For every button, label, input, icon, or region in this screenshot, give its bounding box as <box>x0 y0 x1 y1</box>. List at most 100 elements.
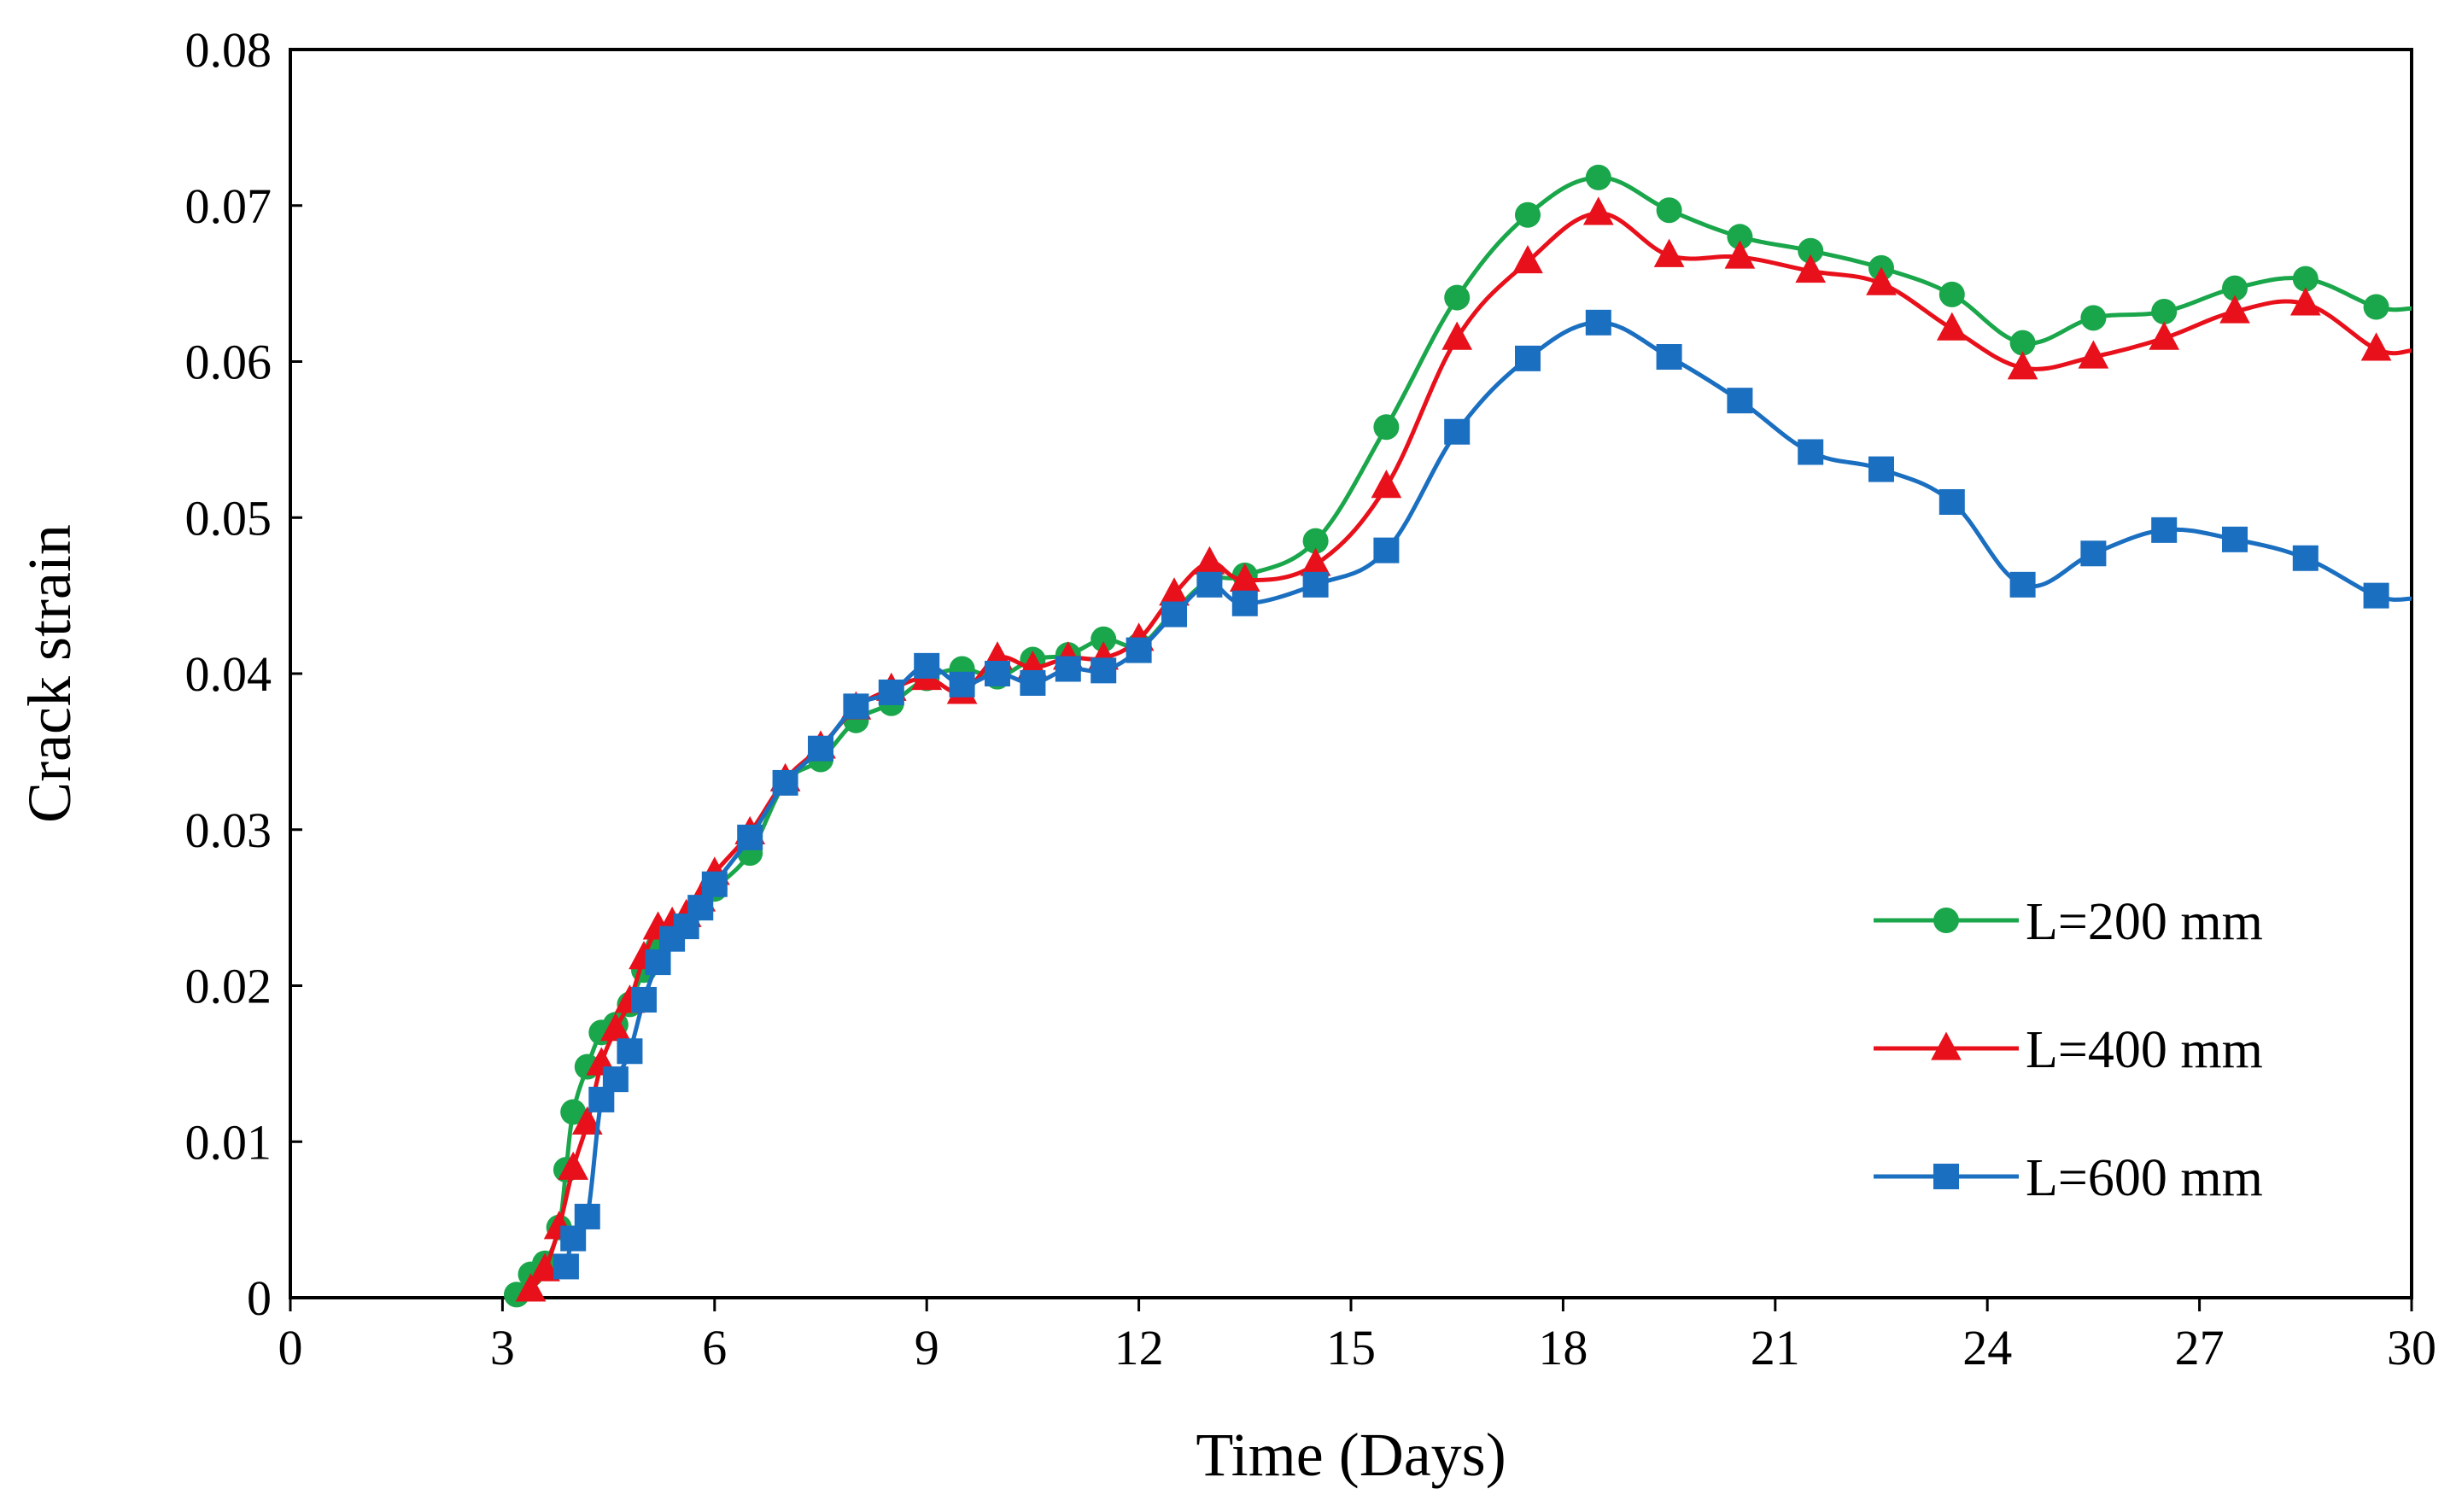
data-point <box>2009 330 2036 356</box>
y-tick-label: 0.02 <box>185 959 272 1014</box>
data-point <box>1515 201 1541 228</box>
data-point <box>914 652 940 679</box>
data-point <box>1091 657 1117 684</box>
legend: L=200 mm L=400 mm L=600 mm <box>1874 893 2263 1207</box>
x-tick-label: 15 <box>1326 1320 1376 1375</box>
data-point <box>645 949 671 976</box>
legend-label: L=200 mm <box>2026 893 2263 951</box>
data-point <box>2009 571 2036 598</box>
x-tick-label: 3 <box>490 1320 515 1375</box>
data-point <box>701 871 728 897</box>
data-point <box>985 661 1010 686</box>
data-point <box>2222 526 2248 552</box>
data-point <box>2151 517 2178 543</box>
y-axis-title: Crack strain <box>15 524 84 823</box>
y-tick-label: 0.03 <box>185 803 272 858</box>
data-point <box>1194 546 1225 575</box>
data-point <box>1159 577 1190 606</box>
x-tick-label: 24 <box>1962 1320 2012 1375</box>
data-point <box>1727 388 1753 414</box>
data-point <box>1441 321 1473 350</box>
data-point <box>2219 295 2250 324</box>
data-point <box>2080 540 2107 567</box>
legend-item: L=400 mm <box>1874 1021 2263 1079</box>
data-point <box>2078 340 2109 369</box>
data-point <box>574 1203 600 1229</box>
data-point <box>1055 656 1081 682</box>
y-tick-label: 0 <box>247 1270 272 1326</box>
x-axis-title: Time (Days) <box>1196 1421 1506 1489</box>
y-tick-label: 0.05 <box>185 490 272 546</box>
data-point <box>843 693 869 720</box>
x-tick-label: 18 <box>1538 1320 1588 1375</box>
data-point <box>1938 281 1965 307</box>
data-point <box>737 824 763 850</box>
data-point <box>1656 344 1682 371</box>
data-point <box>1302 528 1329 554</box>
data-point <box>1300 547 1331 576</box>
series-layer <box>503 164 2412 1308</box>
data-point <box>2360 332 2392 361</box>
data-point <box>602 1066 629 1093</box>
data-point <box>1444 284 1471 311</box>
legend-marker <box>1933 1164 1959 1189</box>
data-point <box>2289 287 2321 316</box>
data-point <box>1938 488 1965 515</box>
x-tick-label: 9 <box>915 1320 939 1375</box>
data-point <box>878 679 904 705</box>
data-point <box>1868 456 1894 482</box>
data-point <box>1161 601 1187 628</box>
data-point <box>1585 164 1611 190</box>
data-point <box>1936 312 1968 341</box>
data-point <box>558 1151 589 1180</box>
data-point <box>1727 224 1753 250</box>
data-point <box>2080 305 2107 331</box>
data-point <box>1795 254 1827 283</box>
legend-label: L=600 mm <box>2026 1149 2263 1207</box>
data-point <box>2292 266 2319 292</box>
data-point <box>631 986 657 1013</box>
legend-item: L=200 mm <box>1874 893 2263 951</box>
data-point <box>529 1252 560 1281</box>
data-point <box>560 1225 587 1252</box>
series-square <box>553 309 2412 1280</box>
y-tick-label: 0.08 <box>185 22 272 78</box>
data-point <box>2149 321 2180 350</box>
data-point <box>1444 418 1471 445</box>
plot-area <box>289 48 2413 1299</box>
data-point <box>1585 309 1611 336</box>
data-point <box>515 1273 547 1302</box>
x-axis-ticks: 0 3 6 9 12 15 18 21 24 27 30 <box>278 1298 2436 1375</box>
data-point <box>2363 294 2389 320</box>
data-point <box>808 735 833 762</box>
legend-label: L=400 mm <box>2026 1021 2263 1079</box>
data-point <box>772 769 798 796</box>
y-tick-label: 0.01 <box>185 1114 272 1170</box>
data-point <box>2363 582 2389 609</box>
data-point <box>1653 238 1685 267</box>
data-point <box>2292 545 2319 571</box>
data-point <box>1091 626 1117 652</box>
legend-marker <box>1931 1031 1962 1060</box>
data-point <box>1512 244 1543 274</box>
data-point <box>1373 414 1400 441</box>
data-point <box>560 1099 587 1125</box>
data-point <box>1798 237 1824 264</box>
data-point <box>1656 197 1682 224</box>
y-tick-label: 0.04 <box>185 646 272 702</box>
data-point <box>1582 196 1614 225</box>
legend-item: L=600 mm <box>1874 1149 2263 1207</box>
data-point <box>1020 669 1046 696</box>
x-tick-label: 12 <box>1114 1320 1164 1375</box>
data-point <box>949 671 975 698</box>
y-axis-ticks: 0 0.01 0.02 0.03 0.04 0.05 0.06 0.07 0.08 <box>185 22 302 1326</box>
data-point <box>1515 345 1541 371</box>
data-point <box>1302 571 1329 598</box>
x-tick-label: 27 <box>2175 1320 2225 1375</box>
data-point <box>1231 590 1258 616</box>
legend-marker <box>1933 908 1959 933</box>
data-point <box>1724 240 1756 269</box>
data-point <box>1229 563 1260 592</box>
data-point <box>687 895 714 921</box>
